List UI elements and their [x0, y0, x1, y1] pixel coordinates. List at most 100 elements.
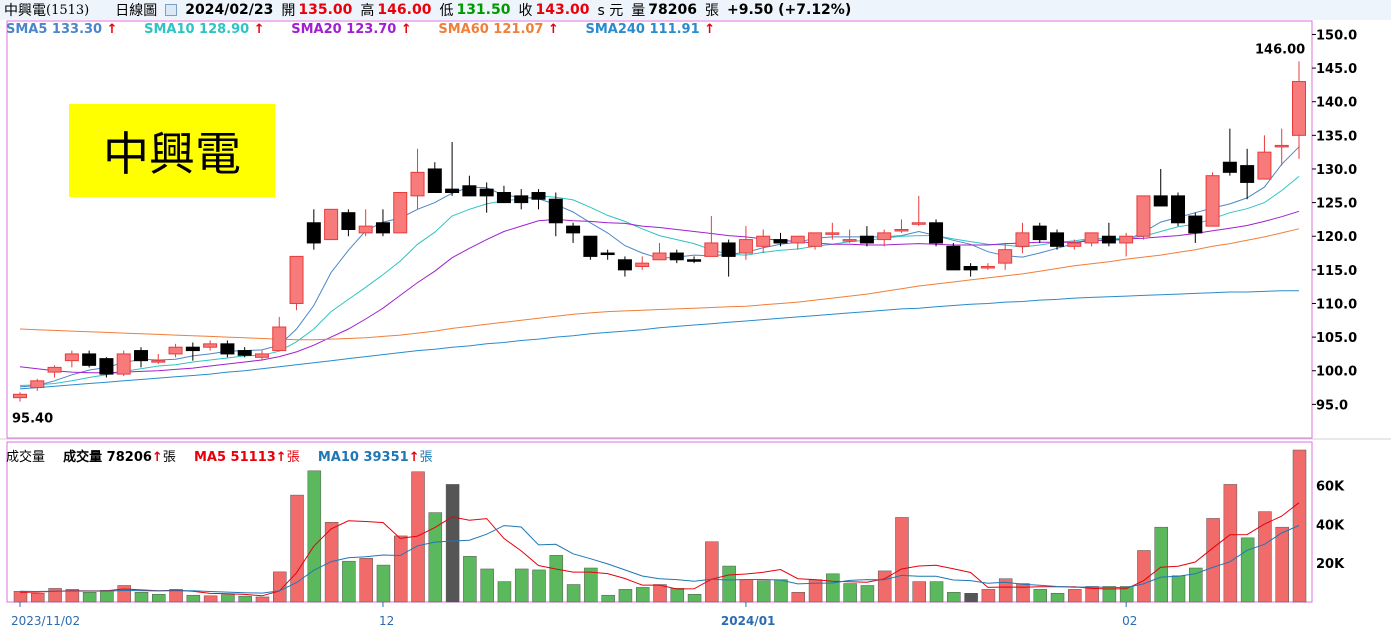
volume-bar: [48, 588, 62, 603]
volume-bar: [1223, 484, 1238, 603]
x-tick-label: 2023/11/02: [11, 614, 80, 628]
ma-line-sma240: [19, 290, 1299, 390]
volume-bar: [1189, 567, 1203, 603]
volume-label: 量: [631, 3, 646, 19]
volume-tick-label: 20K: [1316, 557, 1345, 572]
quote-header: 中興電 (1513) 日線圖 2024/02/23 開 135.00 高 146…: [0, 0, 1391, 20]
price-annotation: 146.00: [1255, 42, 1305, 57]
volume-bar: [1016, 583, 1030, 603]
candle-body: [306, 222, 321, 244]
volume-ma-line-ma10: [19, 525, 1300, 594]
candle-body: [808, 232, 823, 247]
candle-body: [99, 358, 114, 375]
volume-bar: [981, 589, 996, 603]
candle-body: [1171, 195, 1186, 224]
candle-body: [859, 235, 874, 244]
volume-tick-label: 40K: [1316, 518, 1345, 533]
price-tick-label: 120.0: [1316, 230, 1357, 245]
volume-bar: [463, 556, 477, 603]
volume-bar: [238, 595, 252, 603]
volume-value: 78206: [648, 2, 697, 18]
candle-body: [842, 239, 857, 242]
volume-bar: [376, 564, 391, 603]
candle-body: [393, 192, 408, 234]
candle-body: [272, 326, 287, 352]
price-tick-label: 140.0: [1316, 96, 1357, 111]
candle-body: [825, 232, 840, 235]
sma240-legend: SMA240 111.91 ↑: [585, 22, 716, 37]
volume-bar: [393, 535, 408, 603]
candle-body: [531, 192, 546, 200]
stock-name: 中興電: [4, 3, 46, 19]
candle-body: [30, 380, 45, 389]
candle-body: [1084, 232, 1099, 244]
candle-body: [151, 360, 166, 363]
candle-body: [652, 252, 667, 261]
candle-body: [963, 265, 978, 271]
price-tick-label: 95.0: [1316, 398, 1348, 413]
period-label: 日線圖: [115, 3, 158, 19]
candle-body: [254, 353, 269, 358]
candle-body: [566, 225, 581, 234]
volume-bar: [1068, 589, 1082, 603]
volume-bar: [186, 594, 201, 603]
candle-body: [1240, 165, 1255, 183]
candle-body: [1292, 81, 1306, 136]
volume-bar: [860, 585, 875, 603]
volume-bar: [947, 592, 961, 603]
low-value: 131.50: [456, 2, 511, 18]
candle-body: [133, 350, 148, 362]
close-value: 143.00: [535, 2, 590, 18]
candle-body: [1274, 144, 1289, 148]
volume-bar: [497, 581, 512, 603]
price-tick-label: 130.0: [1316, 163, 1357, 178]
volume-bar: [13, 591, 28, 603]
volume-bar: [929, 581, 944, 603]
volume-bar: [549, 555, 564, 603]
price-panel-frame: [6, 20, 1313, 439]
candle-body: [410, 171, 425, 197]
volume-bar: [739, 579, 754, 603]
volume-bar: [82, 592, 97, 603]
candle-body: [635, 262, 650, 267]
volume-bar: [1275, 526, 1289, 603]
candle-body: [1222, 161, 1237, 173]
volume-legend: 成交量 成交量 78206↑張 MA5 51113↑張 MA10 39351↑張: [6, 446, 447, 465]
volume-bar: [584, 567, 598, 603]
volume-bar: [134, 592, 149, 603]
price-annotation: 95.40: [12, 412, 53, 427]
volume-bar: [342, 560, 356, 603]
volume-bar: [65, 589, 80, 603]
volume-bar: [100, 590, 114, 603]
volume-unit: 張: [704, 3, 719, 19]
ma-legend: SMA5 133.30 ↑ SMA10 128.90 ↑ SMA20 123.7…: [6, 22, 737, 37]
volume-panel-title: 成交量: [6, 450, 46, 465]
volume-bar: [687, 593, 702, 603]
candle-body: [1067, 242, 1082, 247]
volume-panel: [13, 449, 1307, 603]
volume-bar: [756, 580, 771, 603]
volume-bar: [117, 585, 131, 603]
volume-bar: [998, 578, 1013, 603]
volume-ma5-legend: MA5 51113↑張: [193, 450, 300, 465]
candle-body: [704, 242, 719, 257]
volume-bar: [791, 592, 806, 603]
candle-body: [721, 242, 736, 257]
volume-bar: [843, 583, 857, 603]
candle-body: [1050, 232, 1065, 247]
sma10-legend: SMA10 128.90 ↑: [144, 22, 265, 37]
volume-bar: [722, 565, 736, 603]
volume-bar: [1292, 449, 1307, 603]
volume-bar: [480, 568, 494, 603]
quote-date: 2024/02/23: [185, 2, 274, 18]
volume-legend-item: 成交量 78206↑張: [63, 450, 176, 465]
candle-body: [462, 185, 477, 197]
volume-bar: [670, 588, 685, 603]
candle-body: [1119, 235, 1134, 244]
calendar-icon[interactable]: [165, 4, 178, 16]
candle-body: [64, 353, 79, 362]
volume-bar: [221, 594, 235, 603]
candle-body: [600, 252, 615, 256]
price-tick-label: 145.0: [1316, 62, 1357, 77]
